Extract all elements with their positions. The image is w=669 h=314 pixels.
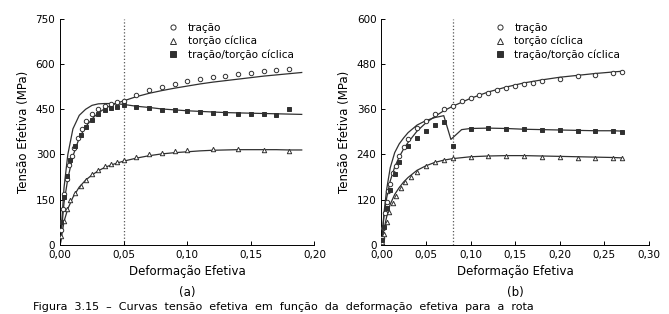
X-axis label: Deformação Efetiva: Deformação Efetiva: [457, 265, 573, 278]
Legend: tração, torção cíclica, tração/torção cíclica: tração, torção cíclica, tração/torção cí…: [488, 22, 622, 61]
Text: Figura  3.15  –  Curvas  tensão  efetiva  em  função  da  deformação  efetiva  p: Figura 3.15 – Curvas tensão efetiva em f…: [33, 302, 535, 312]
Y-axis label: Tensão Efetiva (MPa): Tensão Efetiva (MPa): [338, 71, 351, 193]
X-axis label: Deformação Efetiva: Deformação Efetiva: [129, 265, 246, 278]
Legend: tração, torção cíclica, tração/torção cíclica: tração, torção cíclica, tração/torção cí…: [162, 22, 295, 61]
Text: (a): (a): [179, 286, 195, 299]
Text: (b): (b): [506, 286, 524, 299]
Y-axis label: Tensão Efetiva (MPa): Tensão Efetiva (MPa): [17, 71, 30, 193]
